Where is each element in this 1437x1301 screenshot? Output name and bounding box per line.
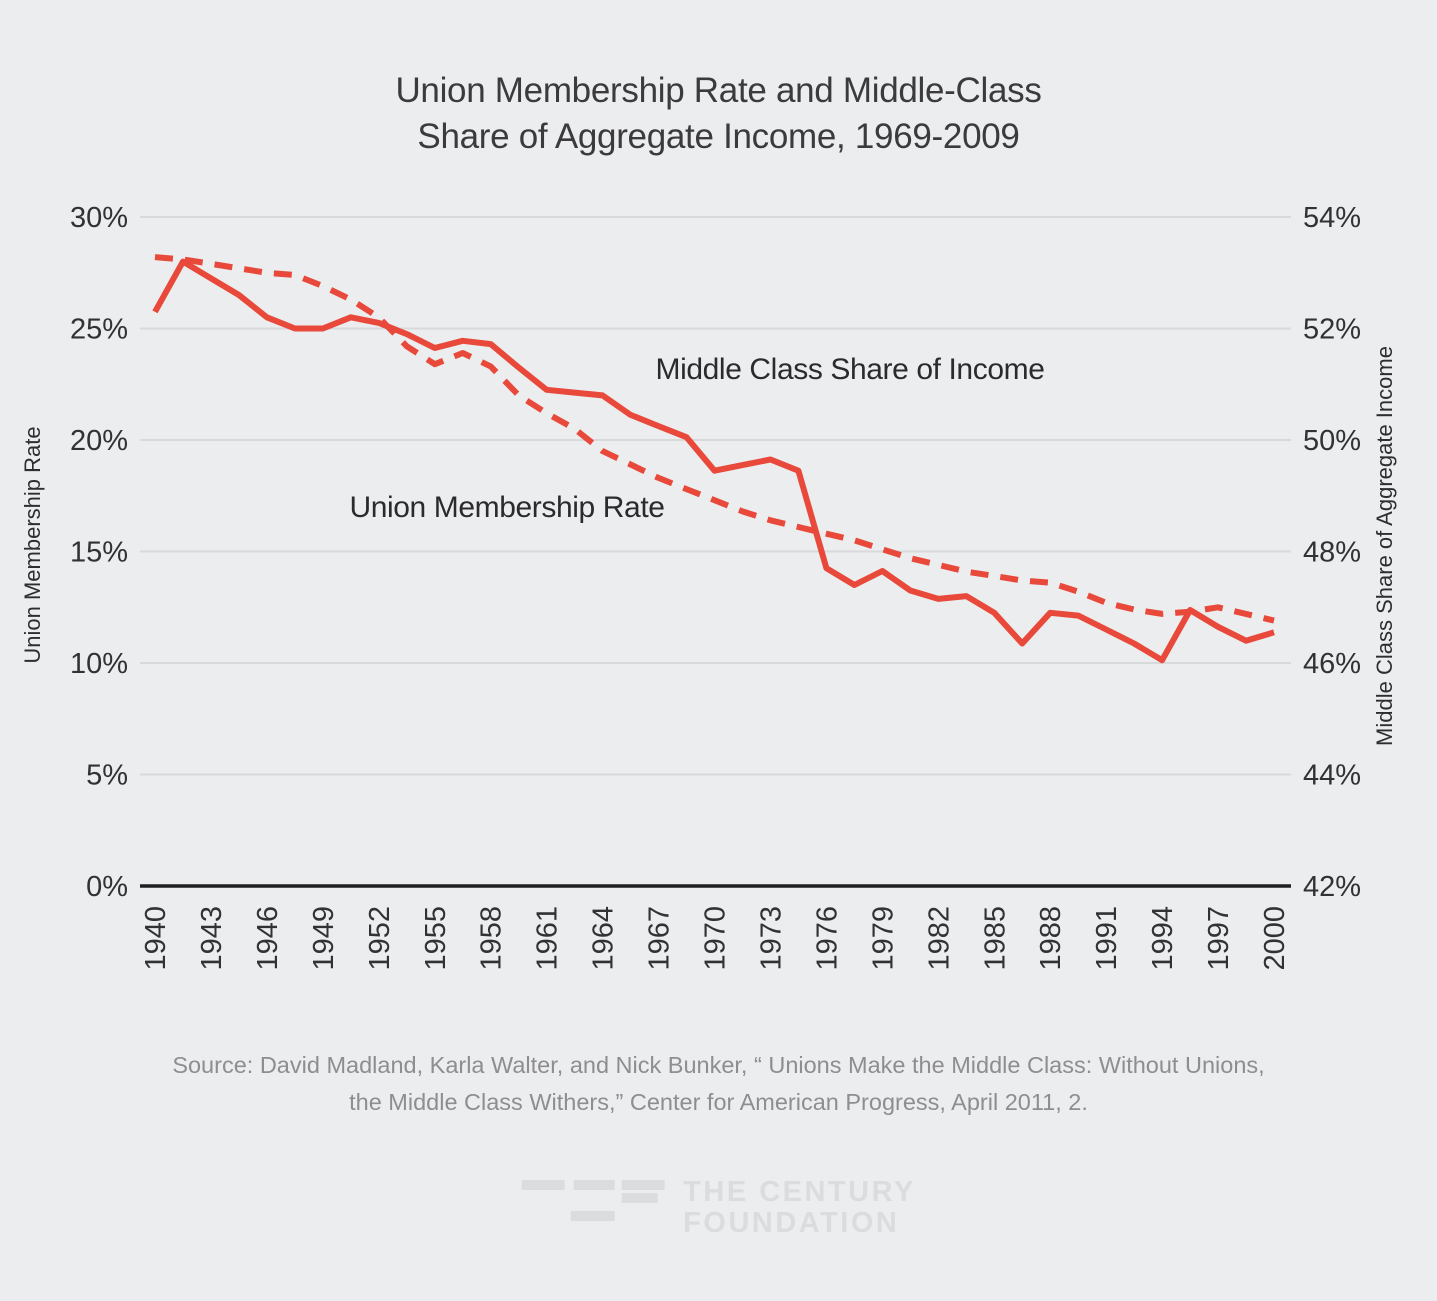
x-tick-label: 1967	[644, 906, 676, 971]
right-tick-label: 50%	[1303, 425, 1361, 457]
right-tick-label: 44%	[1303, 760, 1361, 792]
x-tick-label: 1973	[755, 906, 787, 971]
x-tick-label: 1964	[588, 906, 620, 971]
x-tick-label: 1943	[196, 906, 228, 971]
logo-bar	[621, 1193, 658, 1203]
series-line-union-membership-rate	[154, 254, 1275, 624]
century-foundation-logo-text: THE CENTURY FOUNDATION	[683, 1177, 916, 1239]
x-tick-label: 1961	[532, 906, 564, 971]
left-tick-label: 20%	[70, 425, 128, 457]
century-foundation-logo-mark	[521, 1180, 666, 1222]
right-tick-label: 42%	[1303, 871, 1361, 903]
x-tick-label: 1979	[867, 906, 899, 971]
logo-bar	[573, 1180, 615, 1190]
century-foundation-logo: THE CENTURY FOUNDATION	[521, 1177, 916, 1239]
x-tick-label: 1991	[1091, 906, 1123, 971]
x-tick-label: 2000	[1259, 906, 1291, 971]
x-tick-label: 1970	[700, 906, 732, 971]
x-tick-label: 1976	[811, 906, 843, 971]
right-tick-label: 52%	[1303, 314, 1361, 346]
source-note-line1: Source: David Madland, Karla Walter, and…	[172, 1052, 1265, 1078]
logo-text-line1: THE CENTURY	[683, 1176, 916, 1208]
logo-text-line2: FOUNDATION	[683, 1207, 900, 1239]
left-axis-title: Union Membership Rate	[20, 426, 45, 663]
left-tick-label: 25%	[70, 314, 128, 346]
x-tick-label: 1958	[476, 906, 508, 971]
source-note: Source: David Madland, Karla Walter, and…	[0, 1047, 1437, 1121]
x-tick-label: 1985	[979, 906, 1011, 971]
right-tick-label: 54%	[1303, 202, 1361, 234]
x-tick-label: 1994	[1147, 906, 1179, 971]
series-line-middle-class-share-of-income	[152, 258, 1275, 664]
chart-title: Union Membership Rate and Middle-Class S…	[0, 68, 1437, 160]
source-note-line2: the Middle Class Withers,” Center for Am…	[349, 1089, 1088, 1115]
left-tick-label: 0%	[86, 871, 128, 903]
left-tick-label: 10%	[70, 648, 128, 680]
x-tick-label: 1940	[140, 906, 172, 971]
right-tick-label: 46%	[1303, 648, 1361, 680]
logo-bar	[570, 1211, 615, 1221]
right-axis-title: Middle Class Share of Aggregate Income	[1372, 346, 1397, 746]
chart-title-line2: Share of Aggregate Income, 1969-2009	[417, 117, 1020, 156]
chart-annotation: Middle Class Share of Income	[656, 353, 1045, 386]
right-tick-label: 48%	[1303, 537, 1361, 569]
x-tick-label: 1988	[1035, 906, 1067, 971]
x-tick-label: 1982	[923, 906, 955, 971]
left-tick-label: 15%	[70, 537, 128, 569]
chart-annotation: Union Membership Rate	[349, 491, 664, 524]
chart-title-line1: Union Membership Rate and Middle-Class	[395, 71, 1042, 110]
x-tick-label: 1997	[1203, 906, 1235, 971]
x-tick-label: 1955	[420, 906, 452, 971]
left-tick-label: 30%	[70, 202, 128, 234]
x-tick-label: 1946	[252, 906, 284, 971]
logo-bar	[521, 1180, 565, 1190]
logo-bar	[621, 1180, 665, 1190]
x-tick-label: 1952	[364, 906, 396, 971]
left-tick-label: 5%	[86, 760, 128, 792]
x-tick-label: 1949	[308, 906, 340, 971]
